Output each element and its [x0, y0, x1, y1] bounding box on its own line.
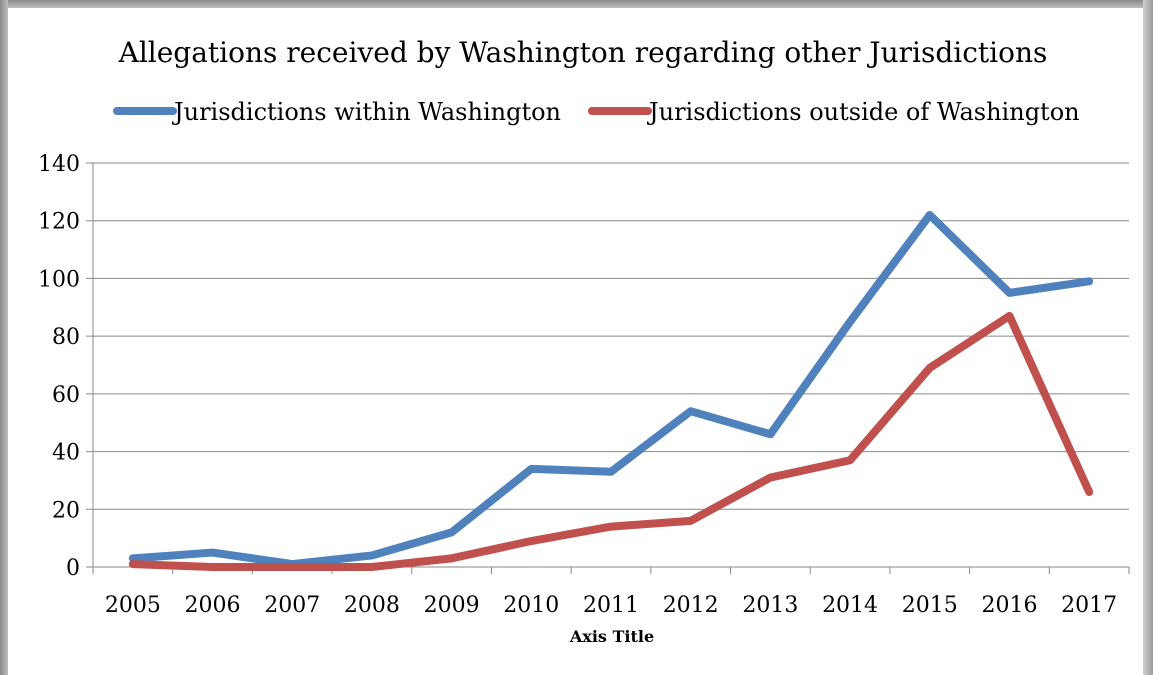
data-point: [451, 531, 453, 533]
data-point: [690, 410, 692, 412]
y-tick-label: 100: [38, 267, 80, 292]
x-tick-label: 2011: [583, 593, 639, 618]
data-point: [212, 566, 214, 568]
data-point: [212, 552, 214, 554]
x-tick-label: 2012: [663, 593, 719, 618]
data-point: [610, 471, 612, 473]
data-point: [371, 566, 373, 568]
x-tick-label: 2013: [742, 593, 798, 618]
y-axis-ticks: 0 20 40 60 80 100 120 140: [38, 152, 80, 581]
x-tick-label: 2017: [1061, 593, 1117, 618]
data-point: [610, 526, 612, 528]
data-point: [1008, 292, 1010, 294]
series-line-outside-washington: [128, 311, 1094, 571]
x-tick-label: 2014: [822, 593, 878, 618]
series-line-within-washington: [128, 210, 1094, 569]
legend-label-within: Jurisdictions within Washington: [171, 98, 561, 126]
data-point: [849, 321, 851, 323]
x-tick-label: 2007: [264, 593, 320, 618]
y-tick-label: 120: [38, 210, 80, 235]
data-point: [1088, 280, 1090, 282]
data-point: [291, 566, 293, 568]
data-point: [1008, 315, 1010, 317]
x-tick-label: 2016: [981, 593, 1037, 618]
x-tick-label: 2008: [344, 593, 400, 618]
y-tick-label: 80: [52, 325, 80, 350]
legend-label-outside: Jurisdictions outside of Washington: [646, 98, 1080, 126]
data-point: [132, 563, 134, 565]
y-tick-label: 60: [52, 383, 80, 408]
x-tick-label: 2009: [424, 593, 480, 618]
chart-title: Allegations received by Washington regar…: [118, 36, 1048, 69]
frame-shadow-right: [1143, 0, 1153, 675]
data-point: [451, 557, 453, 559]
frame-shadow-top: [0, 0, 1153, 8]
data-point: [690, 520, 692, 522]
gridlines: [86, 162, 1129, 568]
x-tick-label: 2010: [503, 593, 559, 618]
series-layer: [128, 210, 1094, 571]
legend: Jurisdictions within Washington Jurisdic…: [113, 98, 1080, 126]
frame-shadow-left: [0, 0, 8, 675]
legend-item-within: Jurisdictions within Washington: [113, 98, 561, 126]
y-tick-label: 20: [52, 498, 80, 523]
data-point: [530, 540, 532, 542]
legend-item-outside: Jurisdictions outside of Washington: [588, 98, 1080, 126]
x-tick-label: 2005: [105, 593, 161, 618]
data-point: [1088, 491, 1090, 493]
x-axis-title: Axis Title: [569, 627, 654, 646]
data-point: [530, 468, 532, 470]
data-point: [132, 557, 134, 559]
x-axis-ticks: 2005 2006 2007 2008 2009 2010 2011 2012 2013 2014…: [92, 567, 1130, 618]
y-tick-label: 140: [38, 152, 80, 177]
x-tick-label: 2015: [902, 593, 958, 618]
data-point: [769, 433, 771, 435]
data-point: [769, 477, 771, 479]
data-point: [849, 459, 851, 461]
data-point: [929, 367, 931, 369]
x-tick-label: 2006: [185, 593, 241, 618]
data-point: [371, 554, 373, 556]
data-point: [929, 214, 931, 216]
y-tick-label: 40: [52, 441, 80, 466]
y-tick-label: 0: [66, 556, 80, 581]
